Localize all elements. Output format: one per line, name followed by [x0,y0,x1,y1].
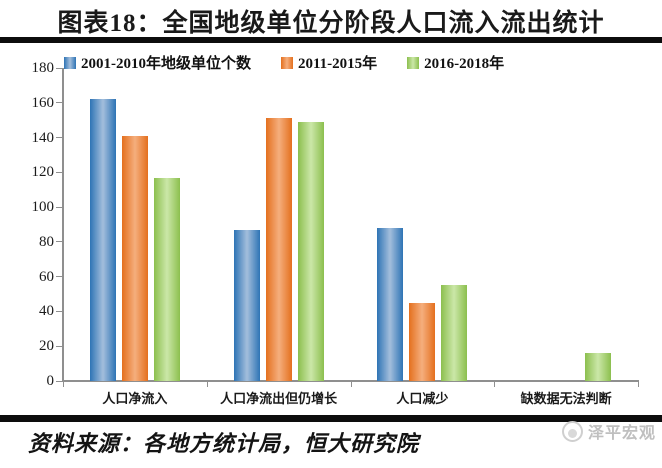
bar-2001-2010年地级单位个数-人口净流入 [89,99,116,381]
zeping-logo-icon [561,420,583,442]
bar-chart: 0 20 40 60 80 100 120 140 160 180 人口净流入 人口净流出但仍增长 人口… [0,60,662,415]
y-axis-tick [56,276,63,278]
x-axis-tick [63,382,64,387]
legend-item-0: 2001-2010年地级单位个数 [64,52,251,73]
y-axis-line [62,68,64,381]
bar-2011-2015年-人口净流出但仍增长 [265,118,292,381]
y-axis-tick [56,67,63,69]
y-axis-tick [56,171,63,173]
title-divider [0,37,662,43]
y-axis-tick [56,345,63,347]
y-axis-tick [56,102,63,104]
footer-divider [0,415,662,422]
x-axis-label: 人口减少 [396,391,449,406]
bar-2016-2018年-缺数据无法判断 [585,353,612,381]
y-axis-label: 0 [46,373,55,389]
y-axis-tick [56,310,63,312]
y-axis-label: 20 [39,338,54,355]
legend-item-2: 2016-2018年 [407,52,504,73]
y-axis-tick [56,241,63,243]
x-axis-label: 人口净流入 [102,391,168,406]
x-axis-tick [494,382,496,387]
legend-label: 2001-2010年地级单位个数 [81,56,251,72]
y-axis-tick [56,380,63,382]
legend-item-1: 2011-2015年 [281,52,377,73]
bar-2016-2018年-人口净流出但仍增长 [297,121,324,381]
x-axis-tick [350,382,352,387]
x-axis-tick [638,382,639,387]
bar-2011-2015年-人口减少 [409,302,436,381]
y-axis-label: 160 [31,94,55,111]
x-axis-tick [206,382,208,387]
bar-2011-2015年-人口净流入 [121,135,148,381]
legend-label: 2011-2015年 [298,56,378,72]
zeping-logo: 泽平宏观 [561,419,656,443]
x-axis-line [62,380,639,382]
page-title: 图表18：全国地级单位分阶段人口流入流出统计 [57,10,605,37]
plot-area [63,68,638,381]
bar-2001-2010年地级单位个数-人口净流出但仍增长 [233,229,260,381]
y-axis-label: 60 [39,268,54,285]
zeping-logo-text: 泽平宏观 [587,425,656,442]
y-axis-label: 80 [39,233,54,250]
y-axis-label: 40 [39,303,54,320]
y-axis-label: 120 [31,164,55,181]
bar-2001-2010年地级单位个数-人口减少 [377,227,404,381]
y-axis-label: 140 [31,129,55,146]
source-note: 资料来源：各地方统计局，恒大研究院 [28,431,420,456]
legend-swatch-icon [64,56,76,69]
x-axis-label: 缺数据无法判断 [520,391,612,406]
y-axis-label: 100 [31,199,55,216]
y-axis-tick [56,137,63,139]
legend-swatch-icon [281,56,293,69]
y-axis-tick [56,206,63,208]
bar-2016-2018年-人口减少 [441,285,468,381]
legend-label: 2016-2018年 [424,56,505,72]
x-axis-label: 人口净流出但仍增长 [220,391,338,406]
chart-legend: 2001-2010年地级单位个数 2011-2015年 2016-2018年 [64,52,504,73]
bar-2016-2018年-人口净流入 [153,177,180,381]
y-axis-label: 180 [31,60,55,76]
legend-swatch-icon [407,56,420,69]
